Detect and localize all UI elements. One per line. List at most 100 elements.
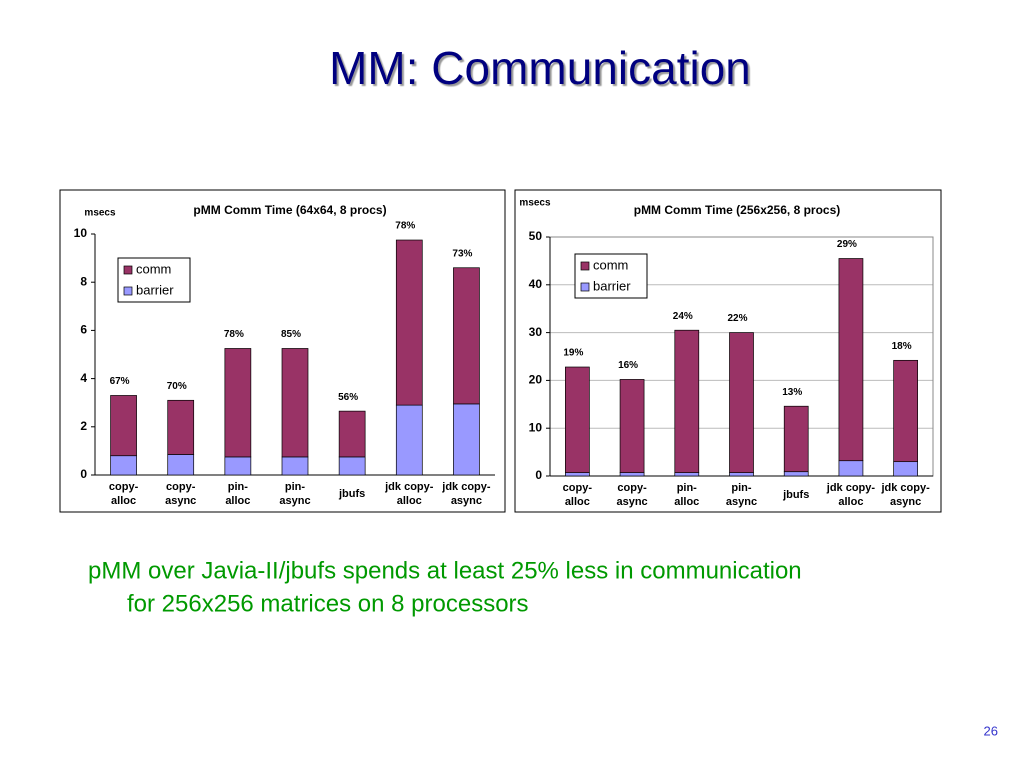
- y-tick-label: 4: [80, 371, 87, 385]
- bar-segment: [167, 399, 195, 455]
- x-tick-label-line: jbufs: [338, 488, 365, 500]
- bar-annotation: 67%: [110, 376, 130, 387]
- bar-annotation: 70%: [167, 381, 187, 392]
- bar-segment: [838, 258, 864, 462]
- bar-segment: [281, 348, 309, 458]
- bar-annotation: 78%: [224, 329, 244, 340]
- x-tick-label: pin-alloc: [674, 482, 699, 508]
- x-tick-label-line: async: [616, 496, 647, 508]
- y-tick-label: 40: [529, 277, 543, 291]
- x-tick-label-line: alloc: [838, 496, 863, 508]
- x-tick-label: copy-alloc: [563, 482, 593, 508]
- x-tick-label-line: copy-: [563, 482, 593, 494]
- legend-label: comm: [136, 261, 171, 276]
- bar-segment: [167, 454, 195, 476]
- bar-segment: [893, 359, 918, 463]
- bar-annotation: 16%: [618, 360, 638, 371]
- y-tick-label: 2: [80, 419, 87, 433]
- legend-label: barrier: [136, 282, 174, 297]
- chart-title: pMM Comm Time (64x64, 8 procs): [193, 203, 386, 217]
- bar-annotation: 29%: [837, 239, 857, 250]
- bar-segment: [281, 456, 309, 476]
- x-tick-label: pin-async: [726, 482, 757, 508]
- legend-swatch: [580, 261, 590, 271]
- x-tick-label: jdk copy-alloc: [826, 482, 876, 508]
- x-tick-label: pin-alloc: [225, 481, 250, 507]
- x-tick-label: jdk copy-async: [880, 482, 930, 508]
- bar-segment: [224, 456, 252, 476]
- bar-segment: [619, 379, 645, 474]
- bar-segment: [110, 395, 137, 457]
- y-tick-label: 30: [529, 325, 543, 339]
- bar-segment: [565, 366, 590, 474]
- bar-segment: [565, 472, 590, 477]
- y-tick-label: 0: [80, 467, 87, 481]
- legend-swatch: [123, 265, 133, 275]
- x-tick-label-line: jbufs: [782, 489, 809, 501]
- bar-annotation: 13%: [782, 387, 802, 398]
- bar-annotation: 56%: [338, 392, 358, 403]
- x-tick-label-line: async: [890, 496, 921, 508]
- x-tick-label-line: async: [279, 495, 310, 507]
- x-tick-label-line: pin-: [228, 481, 248, 493]
- legend-swatch: [123, 286, 133, 296]
- legend-label: barrier: [593, 278, 631, 293]
- bar-segment: [619, 472, 645, 477]
- y-axis-label: msecs: [84, 208, 116, 219]
- x-tick-label-line: copy-: [109, 481, 139, 493]
- bar-annotation: 19%: [563, 348, 583, 359]
- x-tick-label-line: alloc: [111, 495, 136, 507]
- bar-segment: [338, 456, 366, 476]
- y-tick-label: 10: [529, 420, 543, 434]
- page-number: 26: [984, 723, 998, 738]
- bar-annotation: 18%: [892, 341, 912, 352]
- y-tick-label: 50: [529, 229, 543, 243]
- legend-label: comm: [593, 257, 628, 272]
- y-tick-label: 20: [529, 373, 543, 387]
- x-tick-label: jdk copy-alloc: [384, 481, 434, 507]
- bar-segment: [395, 239, 423, 406]
- bar-segment: [453, 267, 480, 405]
- x-tick-label-line: async: [726, 496, 757, 508]
- bar-segment: [224, 348, 252, 458]
- x-tick-label-line: jdk copy-: [880, 482, 930, 494]
- x-tick-label-line: async: [165, 495, 196, 507]
- bar-segment: [674, 329, 700, 474]
- bar-segment: [674, 472, 700, 477]
- x-tick-label-line: copy-: [166, 481, 196, 493]
- bar-segment: [729, 472, 754, 477]
- x-tick-label-line: jdk copy-: [384, 481, 434, 493]
- bar-annotation: 24%: [673, 311, 693, 322]
- x-tick-label: copy-async: [165, 481, 196, 507]
- x-tick-label: jbufs: [782, 489, 809, 501]
- bar-segment: [729, 332, 754, 474]
- x-tick-label: pin-async: [279, 481, 310, 507]
- x-tick-label-line: copy-: [617, 482, 647, 494]
- bar-segment: [893, 461, 918, 477]
- y-tick-label: 6: [80, 323, 87, 337]
- x-tick-label-line: alloc: [225, 495, 250, 507]
- x-tick-label-line: pin-: [677, 482, 697, 494]
- x-tick-label-line: pin-: [731, 482, 751, 494]
- bar-segment: [110, 455, 137, 476]
- x-tick-label-line: pin-: [285, 481, 305, 493]
- bar-segment: [783, 471, 809, 477]
- y-tick-label: 8: [80, 274, 87, 288]
- y-tick-label: 0: [535, 468, 542, 482]
- x-tick-label: jbufs: [338, 488, 365, 500]
- bar-segment: [453, 403, 480, 476]
- body-text: pMM over Javia-II/jbufs spends at least …: [88, 557, 802, 584]
- slide-title: MM: Communication: [329, 42, 751, 94]
- body-text: for 256x256 matrices on 8 processors: [127, 590, 529, 617]
- x-tick-label-line: async: [451, 495, 482, 507]
- bar-annotation: 85%: [281, 329, 301, 340]
- y-tick-label: 10: [74, 226, 88, 240]
- chart-title: pMM Comm Time (256x256, 8 procs): [634, 203, 841, 217]
- x-tick-label: jdk copy-async: [441, 481, 491, 507]
- x-tick-label-line: alloc: [565, 496, 590, 508]
- x-tick-label: copy-async: [616, 482, 647, 508]
- y-axis-label: msecs: [519, 198, 551, 209]
- legend-swatch: [580, 282, 590, 292]
